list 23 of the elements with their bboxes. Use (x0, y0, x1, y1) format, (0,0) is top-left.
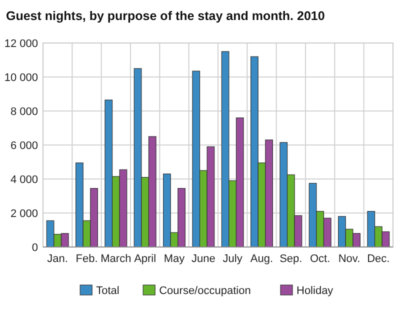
legend-label: Holiday (296, 285, 334, 297)
y-tick-label: 10 000 (4, 72, 38, 84)
x-tick-label: Dec. (367, 253, 390, 265)
legend-label: Total (96, 285, 120, 297)
y-tick-label: 6 000 (10, 140, 38, 152)
y-tick-label: 8 000 (10, 106, 38, 118)
chart-title: Guest nights, by purpose of the stay and month. 2010 (6, 9, 325, 23)
x-tick-label: Feb. (76, 253, 98, 265)
x-tick-label: April (134, 253, 156, 265)
y-tick-label: 4 000 (10, 174, 38, 186)
x-tick-label: May (164, 253, 186, 265)
x-tick-label: Aug. (250, 253, 274, 265)
x-tick-label: March (100, 253, 132, 265)
x-tick-label: Oct. (310, 253, 330, 265)
y-tick-label: 0 (32, 242, 38, 254)
legend-label: Course/occupation (159, 285, 251, 297)
x-tick-label: Jan. (47, 253, 68, 265)
x-tick-label: Sep. (280, 253, 302, 265)
y-tick-label: 12 000 (4, 38, 38, 50)
x-tick-label: Nov. (338, 253, 360, 265)
x-tick-label: July (222, 253, 243, 265)
x-tick-label: June (191, 253, 216, 265)
y-tick-label: 2 000 (10, 208, 38, 220)
